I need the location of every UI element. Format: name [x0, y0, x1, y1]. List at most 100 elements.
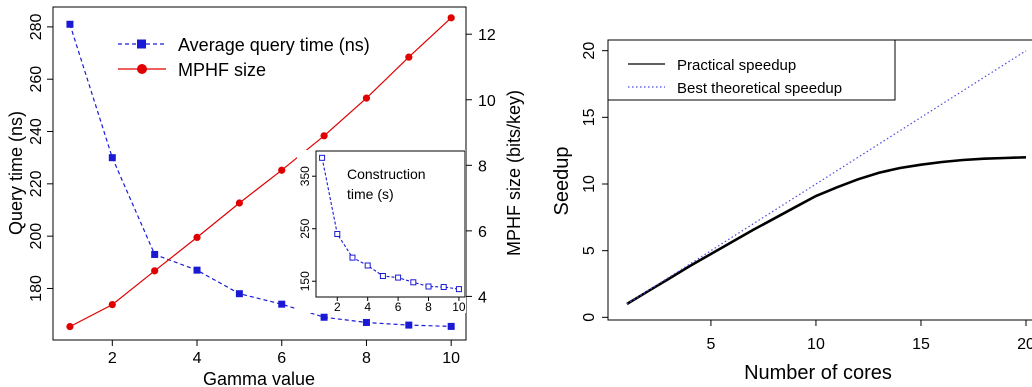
inset-x-tick-label: 8: [425, 300, 432, 314]
mphf-size-point: [278, 166, 286, 174]
y-tick-label: 200: [28, 223, 45, 250]
query-time-point: [362, 318, 370, 326]
right-y-axis: 4 6 8 10 12: [466, 27, 496, 306]
y-tick-label: 280: [28, 13, 45, 40]
mphf-size-line: [69, 17, 452, 328]
right-legend: Practical speedup Best theoretical speed…: [607, 39, 896, 101]
legend-label-practical: Practical speedup: [677, 57, 796, 74]
left-y-axis: 180 200 220 240 260 280: [28, 13, 53, 302]
y-tick-label: 180: [28, 275, 45, 302]
query-time-point: [151, 250, 159, 258]
inset-label-line2: time (s): [347, 186, 394, 202]
right-series-layer: [626, 50, 1027, 306]
x-tick-label: 2: [108, 350, 117, 367]
left-chart: 2 4 6 8 10 180 200 220 240 260 280 4 6 8 10 12 Gamma …: [6, 6, 524, 387]
left-x-axis-label: Gamma value: [203, 369, 315, 387]
mphf-size-point: [66, 322, 74, 331]
inset-label-line1: Construction: [347, 166, 426, 182]
inset-y-tick-label: 150: [298, 271, 312, 291]
right-y-tick-label: 8: [478, 158, 487, 175]
inset-background: [297, 150, 466, 313]
legend-marker-query-time: [137, 39, 146, 49]
legend-marker-mphf-size: [137, 64, 147, 74]
inset-y-tick-label: 250: [298, 218, 312, 238]
mphf-size-point: [362, 94, 371, 102]
right-chart-x-tick-label: 20: [1017, 336, 1032, 353]
query-time-line: [69, 24, 452, 327]
left-x-axis: 2 4 6 8 10: [108, 340, 460, 367]
inset-chart: 2 4 6 8 10 150 250 350 Construction time (s): [297, 150, 466, 314]
query-time-point: [108, 154, 116, 162]
mphf-size-point: [447, 14, 455, 22]
construction-time-point: [379, 272, 386, 279]
x-tick-label: 4: [193, 350, 202, 367]
right-y-tick-label: 10: [478, 93, 496, 110]
right-chart-y-axis: 0 5 10 15 20: [581, 42, 608, 322]
inset-frame: [315, 150, 466, 298]
mphf-size-point: [193, 233, 201, 242]
right-chart-y-tick-label: 0: [581, 313, 598, 322]
construction-time-point: [425, 283, 432, 290]
mphf-size-point: [320, 132, 328, 140]
theoretical-speedup-line: [626, 50, 1027, 305]
inset-x-axis: 2 4 6 8 10: [334, 297, 466, 314]
right-y-tick-label: 6: [478, 224, 487, 241]
query-time-point: [447, 322, 455, 330]
query-time-point: [193, 266, 201, 274]
right-legend-box: [607, 39, 896, 101]
construction-time-point: [349, 254, 356, 261]
query-time-point: [320, 313, 328, 321]
right-chart-y-tick-label: 5: [581, 246, 598, 255]
right-chart-x-tick-label: 15: [912, 336, 930, 353]
x-tick-label: 10: [442, 350, 460, 367]
right-chart-x-tick-label: 10: [807, 336, 825, 353]
y-tick-label: 240: [28, 118, 45, 145]
y-tick-label: 260: [28, 66, 45, 93]
mphf-size-point: [108, 301, 116, 309]
left-series-layer: [66, 14, 455, 331]
query-time-point: [405, 321, 413, 329]
query-time-point: [235, 290, 243, 298]
construction-time-point: [364, 262, 371, 269]
y-tick-label: 220: [28, 170, 45, 197]
inset-x-tick-label: 10: [452, 300, 466, 314]
mphf-size-point: [151, 267, 159, 275]
right-chart-y-tick-label: 20: [581, 42, 598, 60]
query-time-point: [66, 20, 74, 28]
inset-x-tick-label: 6: [395, 300, 402, 314]
practical-speedup-line: [626, 156, 1027, 306]
legend-label-mphf-size: MPHF size: [178, 60, 266, 80]
right-chart-y-axis-label: Seedup: [551, 147, 573, 216]
right-chart-x-axis-label: Number of cores: [744, 362, 892, 384]
right-y-tick-label: 12: [478, 27, 496, 44]
right-chart-x-tick-label: 5: [706, 336, 715, 353]
inset-series-layer: [319, 154, 462, 293]
x-tick-label: 8: [362, 350, 371, 367]
query-time-point: [278, 300, 286, 308]
inset-y-tick-label: 350: [298, 166, 312, 186]
construction-time-point: [455, 286, 462, 293]
left-y-axis-label: Query time (ns): [6, 111, 26, 235]
right-y-tick-label: 4: [478, 289, 487, 306]
x-tick-label: 6: [277, 350, 286, 367]
mphf-size-point: [235, 199, 243, 207]
inset-x-tick-label: 2: [334, 300, 341, 314]
construction-time-point: [334, 230, 341, 237]
right-chart-y-tick-label: 15: [581, 108, 598, 126]
mphf-size-point: [405, 53, 413, 61]
inset-x-tick-label: 4: [364, 300, 371, 314]
construction-time-point: [410, 279, 417, 286]
right-y-axis-label: MPHF size (bits/key): [504, 90, 524, 256]
legend-label-theoretical: Best theoretical speedup: [677, 80, 842, 97]
left-legend: Average query time (ns) MPHF size: [118, 35, 370, 80]
right-chart-y-tick-label: 10: [581, 175, 598, 193]
construction-time-point: [319, 154, 326, 161]
right-chart-x-axis: 5 10 15 20: [706, 320, 1032, 353]
construction-time-line: [321, 157, 459, 290]
inset-y-axis: 150 250 350: [298, 166, 316, 291]
construction-time-point: [395, 274, 402, 281]
legend-label-query-time: Average query time (ns): [178, 35, 370, 55]
construction-time-point: [440, 284, 447, 291]
